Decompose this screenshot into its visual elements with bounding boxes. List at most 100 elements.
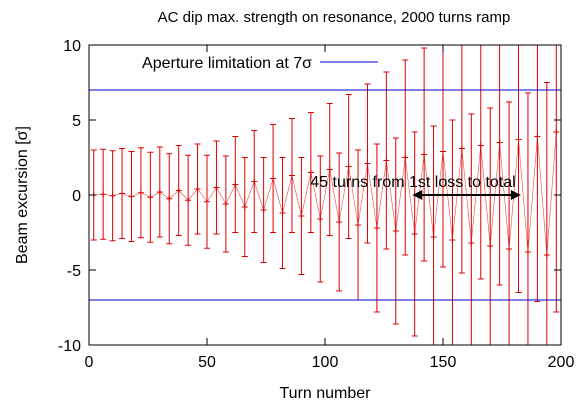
data-point — [534, 133, 541, 140]
data-point — [194, 186, 201, 192]
legend: Aperture limitation at 7σ — [142, 55, 378, 72]
series-segment — [546, 131, 557, 256]
data-point — [411, 231, 418, 237]
x-axis-label: Turn number — [280, 385, 372, 402]
plot-frame — [88, 44, 562, 346]
series-segment — [395, 157, 406, 232]
series-segment — [518, 139, 529, 253]
data-point — [279, 210, 286, 216]
data-point — [449, 237, 456, 243]
series-segment — [197, 188, 208, 202]
data-point — [336, 219, 343, 225]
data-point — [100, 191, 107, 198]
x-tick-label: 50 — [198, 354, 216, 371]
series-segment — [404, 157, 415, 235]
series-segment — [376, 160, 387, 229]
data-point — [373, 225, 380, 231]
data-point — [251, 178, 258, 185]
data-point — [364, 160, 371, 167]
data-point — [355, 222, 362, 228]
annotation: 45 turns from 1st loss to total — [310, 174, 521, 200]
series-segment — [319, 169, 331, 220]
annotation-text: 45 turns from 1st loss to total — [310, 174, 515, 191]
series-segment — [272, 178, 283, 214]
series-segment — [206, 187, 217, 202]
data-point — [345, 163, 352, 170]
data-point — [496, 139, 503, 146]
data-point — [524, 249, 531, 255]
axes: 0 50 100 150 200 -10 -5 0 5 10 — [58, 38, 575, 371]
data-point — [458, 145, 465, 152]
x-tick-label: 150 — [430, 354, 457, 371]
annotation-arrowhead-left — [412, 190, 423, 200]
data-point — [185, 197, 192, 204]
data-point — [137, 189, 144, 196]
data-point — [421, 151, 428, 158]
series-segment — [338, 166, 349, 223]
series-segment — [537, 136, 548, 256]
y-tick-label: -5 — [67, 263, 81, 280]
series-segment — [253, 181, 264, 211]
series-group — [90, 45, 560, 345]
series-segment — [150, 191, 160, 198]
data-point — [109, 192, 116, 199]
y-tick-label: 5 — [72, 113, 81, 130]
data-point — [317, 216, 324, 222]
chart-title: AC dip max. strength on resonance, 2000 … — [158, 9, 511, 26]
data-point — [468, 240, 475, 246]
series-segment — [329, 169, 340, 223]
series-segment — [159, 191, 170, 199]
series-segment — [386, 160, 397, 232]
data-point — [515, 136, 522, 143]
data-point — [553, 129, 560, 135]
series-segment — [282, 175, 293, 214]
series-segment — [225, 184, 236, 205]
series-segment — [263, 178, 274, 211]
x-tick-label: 0 — [85, 354, 94, 371]
x-tick-label: 200 — [548, 354, 575, 371]
data-point — [232, 181, 239, 188]
data-point — [402, 154, 409, 161]
legend-label: Aperture limitation at 7σ — [142, 55, 312, 72]
data-point — [119, 190, 126, 197]
y-axis-label: Beam excursion [σ] — [14, 126, 31, 264]
data-point — [477, 142, 484, 149]
data-point — [270, 175, 277, 182]
data-point — [204, 198, 210, 205]
data-point — [213, 184, 220, 191]
data-point — [156, 189, 163, 195]
data-point — [326, 166, 333, 173]
data-point — [487, 243, 494, 249]
data-point — [307, 169, 314, 176]
data-point — [543, 252, 550, 258]
data-point — [260, 207, 267, 213]
data-point — [430, 234, 437, 240]
data-point — [383, 157, 390, 164]
series-segment — [301, 172, 312, 217]
y-tick-label: 0 — [72, 188, 81, 205]
data-point — [440, 148, 446, 155]
series-segment — [235, 184, 246, 208]
series-segment — [348, 166, 359, 226]
series-segment — [357, 163, 368, 226]
series-segment — [131, 192, 142, 197]
series-segment — [216, 187, 227, 205]
data-point — [506, 246, 513, 252]
data-point — [147, 194, 154, 201]
series-segment — [178, 190, 189, 201]
series-segment — [169, 190, 179, 199]
x-tick-label: 100 — [312, 354, 339, 371]
data-point — [241, 204, 248, 210]
data-point — [288, 172, 295, 179]
series-segment — [187, 188, 198, 201]
series-segment — [310, 172, 321, 220]
series-segment — [140, 192, 151, 198]
data-point — [392, 228, 399, 234]
y-tick-label: 10 — [63, 38, 81, 55]
reference-lines — [89, 89, 561, 301]
data-point — [298, 213, 305, 219]
series-segment — [244, 181, 255, 208]
data-point — [222, 201, 229, 207]
data-point — [166, 195, 173, 202]
